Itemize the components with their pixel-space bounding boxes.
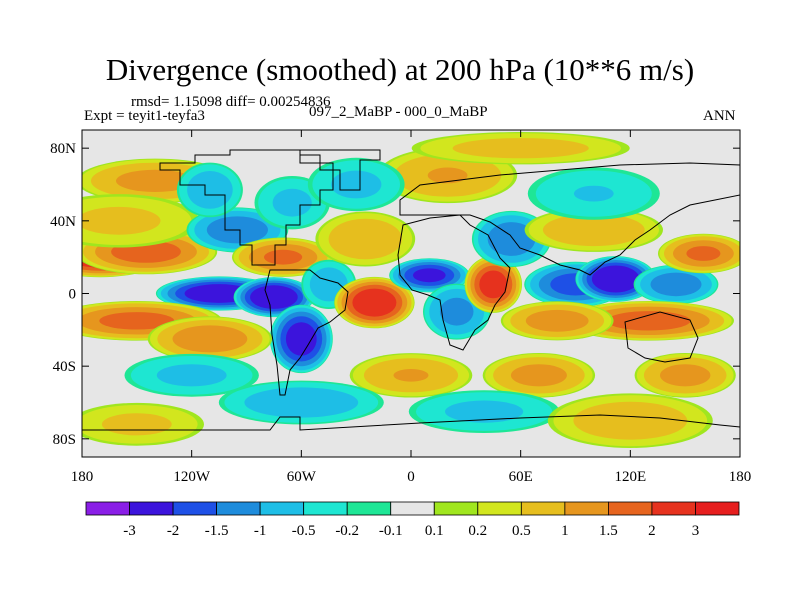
colorbar-label: -0.2 <box>335 523 359 539</box>
period-label: 097_2_MaBP - 000_0_MaBP <box>309 104 488 120</box>
chart-title: Divergence (smoothed) at 200 hPa (10**6 … <box>105 52 695 87</box>
divergence-contour <box>393 369 429 382</box>
colorbar-swatch <box>477 501 522 516</box>
divergence-contour <box>650 272 702 297</box>
coastlines <box>82 149 741 431</box>
divergence-contour <box>591 265 640 293</box>
colorbar-label: -1.5 <box>205 523 229 539</box>
map-frame <box>81 129 741 458</box>
divergence-contour <box>487 222 536 256</box>
divergence-contour <box>328 218 402 260</box>
colorbar-swatch <box>172 501 218 516</box>
x-tick-label: 60W <box>287 469 317 485</box>
rmsd-diff-label: rmsd= 1.15098 diff= 0.00254836 <box>131 94 331 110</box>
divergence-contour <box>331 170 382 199</box>
colorbar-swatch <box>85 501 130 516</box>
divergence-contour <box>427 167 468 184</box>
colorbar-label: 0.2 <box>468 523 487 539</box>
divergence-contour <box>99 312 175 330</box>
divergence-contour <box>413 268 446 283</box>
colorbar-label: -1 <box>254 523 267 539</box>
divergence-contour <box>479 270 508 299</box>
divergence-contour <box>264 249 303 265</box>
divergence-contour <box>250 285 298 309</box>
divergence-contour <box>116 169 195 192</box>
colorbar-label: -0.1 <box>379 523 403 539</box>
map-plot: 180 120W 60W 0 60E 120E 180 80N 40N 0 40S 80S <box>50 129 751 485</box>
divergence-contour <box>172 325 248 353</box>
divergence-contour <box>352 288 397 317</box>
colorbar-swatch <box>520 501 566 516</box>
divergence-contour <box>156 364 227 387</box>
colorbar-label: 0.5 <box>512 523 531 539</box>
colorbar-swatch <box>390 501 435 516</box>
colorbar-label: 2 <box>648 523 656 539</box>
divergence-contour <box>573 401 688 440</box>
divergence-contour <box>525 309 589 332</box>
y-tick-label: 80N <box>50 141 76 157</box>
colorbar-swatch <box>433 501 479 516</box>
colorbar-swatch <box>651 501 696 516</box>
y-tick-label: 40S <box>53 359 76 375</box>
colorbar-swatch <box>259 501 305 516</box>
divergence-contour <box>439 297 474 326</box>
divergence-contour <box>660 364 711 387</box>
colorbar-label: 0.1 <box>425 523 444 539</box>
colorbar-swatch <box>346 501 392 516</box>
divergence-contour <box>244 387 359 418</box>
experiment-label: Expt = teyit1-teyfa3 <box>84 108 205 124</box>
y-tick-label: 40N <box>50 214 76 230</box>
colorbar-swatch <box>216 501 261 516</box>
colorbar: -3 -2 -1.5 -1 -0.5 -0.2 -0.1 0.1 0.2 0.5 1 1.5 2 3 <box>85 501 740 539</box>
divergence-contour <box>573 185 614 202</box>
x-tick-label: 180 <box>729 469 752 485</box>
divergence-contour <box>187 171 233 209</box>
divergence-contour <box>272 188 312 217</box>
divergence-contour <box>606 311 691 331</box>
colorbar-label: -3 <box>123 523 136 539</box>
colorbar-swatch <box>129 501 174 516</box>
x-tick-label: 120E <box>614 469 646 485</box>
divergence-contour <box>686 246 721 261</box>
season-label: ANN <box>703 108 736 124</box>
y-tick-label: 0 <box>69 287 77 303</box>
divergence-contour <box>101 413 172 436</box>
x-tick-label: 120W <box>173 469 211 485</box>
colorbar-label: 1.5 <box>599 523 618 539</box>
colorbar-label: -2 <box>167 523 180 539</box>
colorbar-swatch <box>695 501 740 516</box>
colorbar-label: 1 <box>561 523 569 539</box>
colorbar-label: -0.5 <box>292 523 316 539</box>
map-axes: 180 120W 60W 0 60E 120E 180 80N 40N 0 40S 80S <box>50 130 751 485</box>
divergence-contour <box>542 213 645 247</box>
divergence-contour <box>510 364 567 387</box>
x-tick-label: 0 <box>407 469 415 485</box>
colorbar-swatch <box>564 501 609 516</box>
divergence-contour <box>445 400 524 423</box>
divergence-contour <box>452 138 589 159</box>
x-tick-label: 60E <box>509 469 533 485</box>
x-tick-label: 180 <box>71 469 94 485</box>
colorbar-label: 3 <box>692 523 700 539</box>
y-tick-label: 80S <box>53 432 76 448</box>
divergence-contour <box>82 206 161 235</box>
divergence-contour <box>285 322 317 356</box>
colorbar-swatch <box>608 501 653 516</box>
colorbar-swatch <box>303 501 348 516</box>
